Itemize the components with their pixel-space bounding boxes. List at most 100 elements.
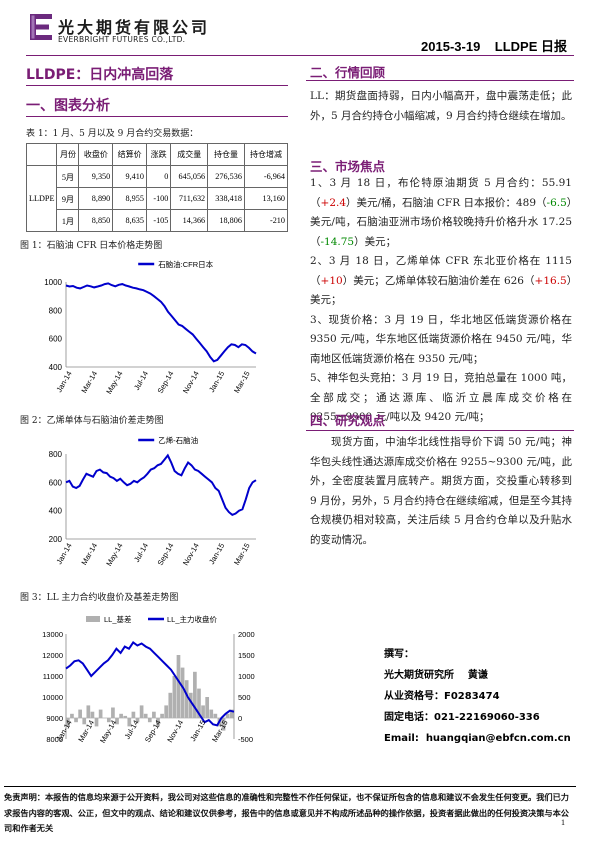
basis-bar — [147, 718, 152, 723]
x-tick-label: May-14 — [98, 719, 118, 745]
table-cell: 276,536 — [207, 165, 245, 188]
x-tick-label: Nov-14 — [181, 370, 201, 395]
author-email[interactable]: Email: huangqian@ebfcn.com.cn — [384, 733, 571, 744]
legend-label: LL_主力收盘价 — [167, 614, 218, 624]
basis-bar — [111, 707, 115, 718]
table-header-cell: 月份 — [56, 143, 80, 166]
section-research-view-title: 四、研究观点 — [310, 413, 386, 428]
ethylene-naphtha-spread-chart: 200 400 600 800 Jan-14 Mar-14 May-14 Jul-14 Sep-… — [49, 435, 257, 568]
basis-bar — [164, 705, 169, 718]
x-tick-label: Mar-15 — [210, 719, 230, 744]
basis-bar — [123, 715, 128, 718]
table-cell: 338,418 — [207, 187, 245, 210]
author-phone: 固定电话：021-22169060-336 — [384, 712, 540, 723]
y-tick-label: 1000 — [44, 278, 62, 287]
basis-bar — [184, 680, 189, 718]
basis-bar — [205, 697, 210, 718]
series-line — [65, 282, 257, 363]
x-tick-label: Jul-14 — [132, 370, 150, 392]
right-top-divider — [306, 55, 574, 56]
author-label: 撰写： — [384, 649, 414, 660]
focus-item: 3、现货价格：3 月 19 日，华北地区低端货源价格在 9350 元/吨，华东地… — [310, 313, 572, 365]
table-cell: 645,056 — [170, 165, 209, 188]
legend-label: 乙烯-石脑油 — [158, 435, 198, 445]
basis-bar — [180, 667, 185, 718]
basis-bar — [152, 711, 156, 718]
table-cell: -6,964 — [243, 165, 289, 188]
table-cell: 711,632 — [170, 187, 209, 210]
market-focus-list: 1、3 月 18 日，布伦特原油期货 5 月合约：55.91（+2.4）美元/桶… — [310, 174, 572, 428]
legend-label: LL_基差 — [104, 614, 132, 624]
basis-bar — [201, 705, 205, 718]
company-name-cn: 光大期货有限公司 — [58, 18, 211, 37]
x-tick-label: May-14 — [104, 542, 124, 568]
basis-bar — [135, 718, 140, 723]
table-cell: 9,350 — [78, 165, 114, 188]
disclaimer: 免责声明：本报告的信息均来源于公开资料，我公司对这些信息的准确性和完整性不作任何… — [4, 786, 576, 837]
focus-item: 2、3 月 18 日，乙烯单体 CFR 东北亚价格在 1115（+10）美元；乙… — [310, 255, 573, 306]
x-tick-label: Nov-14 — [181, 542, 201, 567]
basis-bar — [168, 692, 173, 718]
research-view-text: 现货方面，中油华北线性指导价下调 50 元/吨；神华包头线性通达源库成交价格在 … — [310, 436, 572, 546]
table-row: LLDPE 5月 9,350 9,410 0 645,056 276,536 -… — [25, 165, 289, 232]
basis-bar — [176, 655, 181, 718]
basis-bar — [70, 713, 74, 718]
x-tick-label: Jul-14 — [132, 542, 150, 564]
y-tick-label: 400 — [49, 363, 63, 372]
left-tick-label: 8000 — [46, 735, 63, 744]
legend-label: 石脑油:CFR日本 — [158, 259, 213, 269]
table-cell: -105 — [145, 209, 172, 232]
table-row: 9月 8,890 8,955 -100 711,632 338,418 13,1… — [27, 187, 289, 210]
basis-bar — [78, 709, 82, 718]
basis-bar — [229, 709, 234, 718]
basis-bar — [106, 718, 111, 723]
x-tick-label: Nov-14 — [165, 719, 185, 744]
everbright-logo-icon — [30, 14, 52, 40]
left-tick-label: 13000 — [42, 630, 63, 639]
x-tick-label: May-14 — [104, 370, 124, 395]
section-market-focus-title: 三、市场焦点 — [310, 159, 386, 174]
basis-bar — [225, 713, 230, 718]
table-header-cell: 成交量 — [170, 143, 209, 166]
basis-bar — [197, 688, 201, 718]
x-tick-label: Sep-14 — [156, 370, 176, 395]
author-info: 撰写： 光大期货研究所 黄谦 从业资格号：F0283474 固定电话：021-2… — [384, 644, 574, 749]
left-tick-label: 11000 — [43, 672, 63, 681]
basis-bar — [90, 711, 95, 718]
table-header-cell: 涨跌 — [145, 143, 172, 166]
basis-bar — [119, 713, 123, 718]
basis-bar — [82, 718, 87, 725]
report-title: LLDPE：日内冲高回落 — [26, 67, 174, 83]
left-tick-label: 10000 — [42, 693, 63, 702]
basis-bar — [66, 718, 70, 727]
page-number: 1 — [561, 818, 565, 827]
basis-bar — [213, 713, 218, 718]
x-tick-label: Jan-15 — [188, 719, 207, 743]
figure2-caption: 图 2：乙烯单体与石脑油价差走势图 — [20, 416, 164, 426]
section-chart-analysis-title: 一、图表分析 — [26, 98, 110, 114]
basis-bar — [115, 718, 119, 725]
x-tick-label: Jul-14 — [123, 719, 141, 741]
x-tick-label: Mar-14 — [79, 370, 99, 395]
basis-bar — [209, 709, 214, 718]
header-divider — [26, 55, 574, 56]
price-line — [65, 640, 235, 727]
right-tick-label: -500 — [238, 735, 253, 744]
table-header-cell: 收盘价 — [78, 143, 114, 166]
basis-bar — [160, 713, 164, 718]
x-tick-label: Mar-15 — [232, 542, 252, 567]
table-cell: 8,850 — [78, 209, 114, 232]
right-tick-label: 2000 — [238, 630, 255, 639]
company-name-en: EVERBRIGHT FUTURES CO.,LTD. — [58, 35, 186, 44]
focus-item: 5、神华包头竞拍：3 月 19 日，竞拍总量在 1000 吨，全部成交；通达源库… — [310, 372, 572, 423]
table-cell: 8,955 — [112, 187, 147, 210]
x-tick-label: Mar-14 — [76, 719, 96, 744]
basis-bar — [143, 713, 148, 718]
table-header-row: 月份 收盘价 结算价 涨跌 成交量 持仓量 持仓增减 — [25, 143, 289, 166]
basis-bar — [74, 718, 78, 723]
figure1-caption: 图 1：石脑油 CFR 日本价格走势图 — [20, 241, 163, 251]
y-tick-label: 600 — [49, 335, 63, 344]
table-header-cell: 持仓量 — [207, 143, 245, 166]
table-caption: 表 1：1 月、5 月以及 9 月合约交易数据： — [26, 129, 199, 139]
basis-bar — [98, 709, 103, 718]
